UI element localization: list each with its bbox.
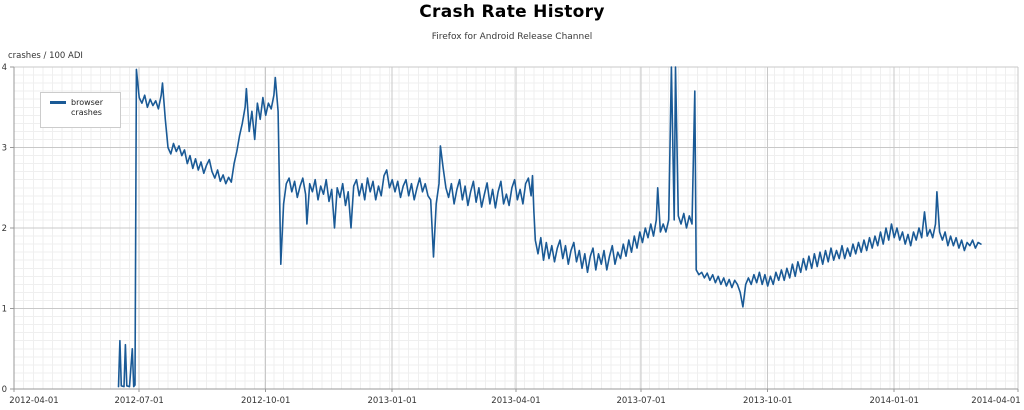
legend: browser crashes [40,92,121,128]
svg-text:2013-07-01: 2013-07-01 [616,396,665,406]
chart-title: Crash Rate History [419,2,605,22]
legend-label: browser crashes [71,98,103,119]
legend-label-line1: browser [71,98,104,107]
svg-text:2013-04-01: 2013-04-01 [491,396,540,406]
legend-line-swatch [50,101,66,104]
svg-text:2013-10-01: 2013-10-01 [743,396,792,406]
svg-text:0: 0 [2,385,7,395]
svg-text:4: 4 [2,63,7,73]
svg-text:2014-01-01: 2014-01-01 [870,396,919,406]
svg-text:2014-04-01: 2014-04-01 [971,396,1020,406]
svg-text:1: 1 [2,305,7,315]
svg-text:2012-04-01: 2012-04-01 [9,396,58,406]
svg-text:3: 3 [2,144,7,154]
chart-subtitle: Firefox for Android Release Channel [431,32,593,42]
svg-text:2012-10-01: 2012-10-01 [241,396,290,406]
y-axis-unit-label: crashes / 100 ADI [8,51,83,61]
svg-text:2013-01-01: 2013-01-01 [368,396,417,406]
legend-label-line2: crashes [71,108,102,118]
svg-text:2012-07-01: 2012-07-01 [114,396,163,406]
svg-text:2: 2 [2,224,7,234]
